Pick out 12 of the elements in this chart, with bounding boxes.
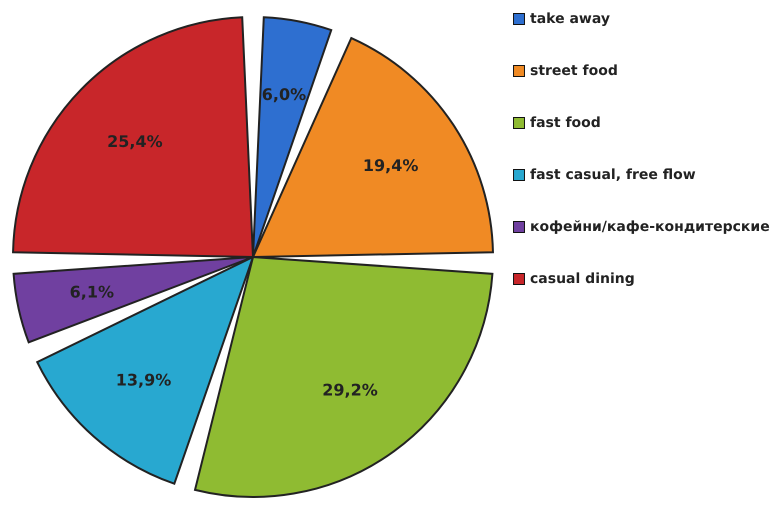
data-label: 6,1% [70,282,114,302]
legend-label: street food [530,63,618,79]
data-label: 6,0% [262,84,306,104]
legend-label: fast food [530,115,601,131]
legend-label: fast casual, free flow [530,167,696,183]
legend-label: take away [530,11,610,27]
data-label: 25,4% [107,132,163,151]
legend-label: кофейни/кафе-кондитерские [530,219,770,235]
legend-label: casual dining [530,271,635,287]
data-label: 13,9% [116,370,172,390]
data-label: 29,2% [322,380,378,400]
data-label: 19,4% [362,156,418,175]
